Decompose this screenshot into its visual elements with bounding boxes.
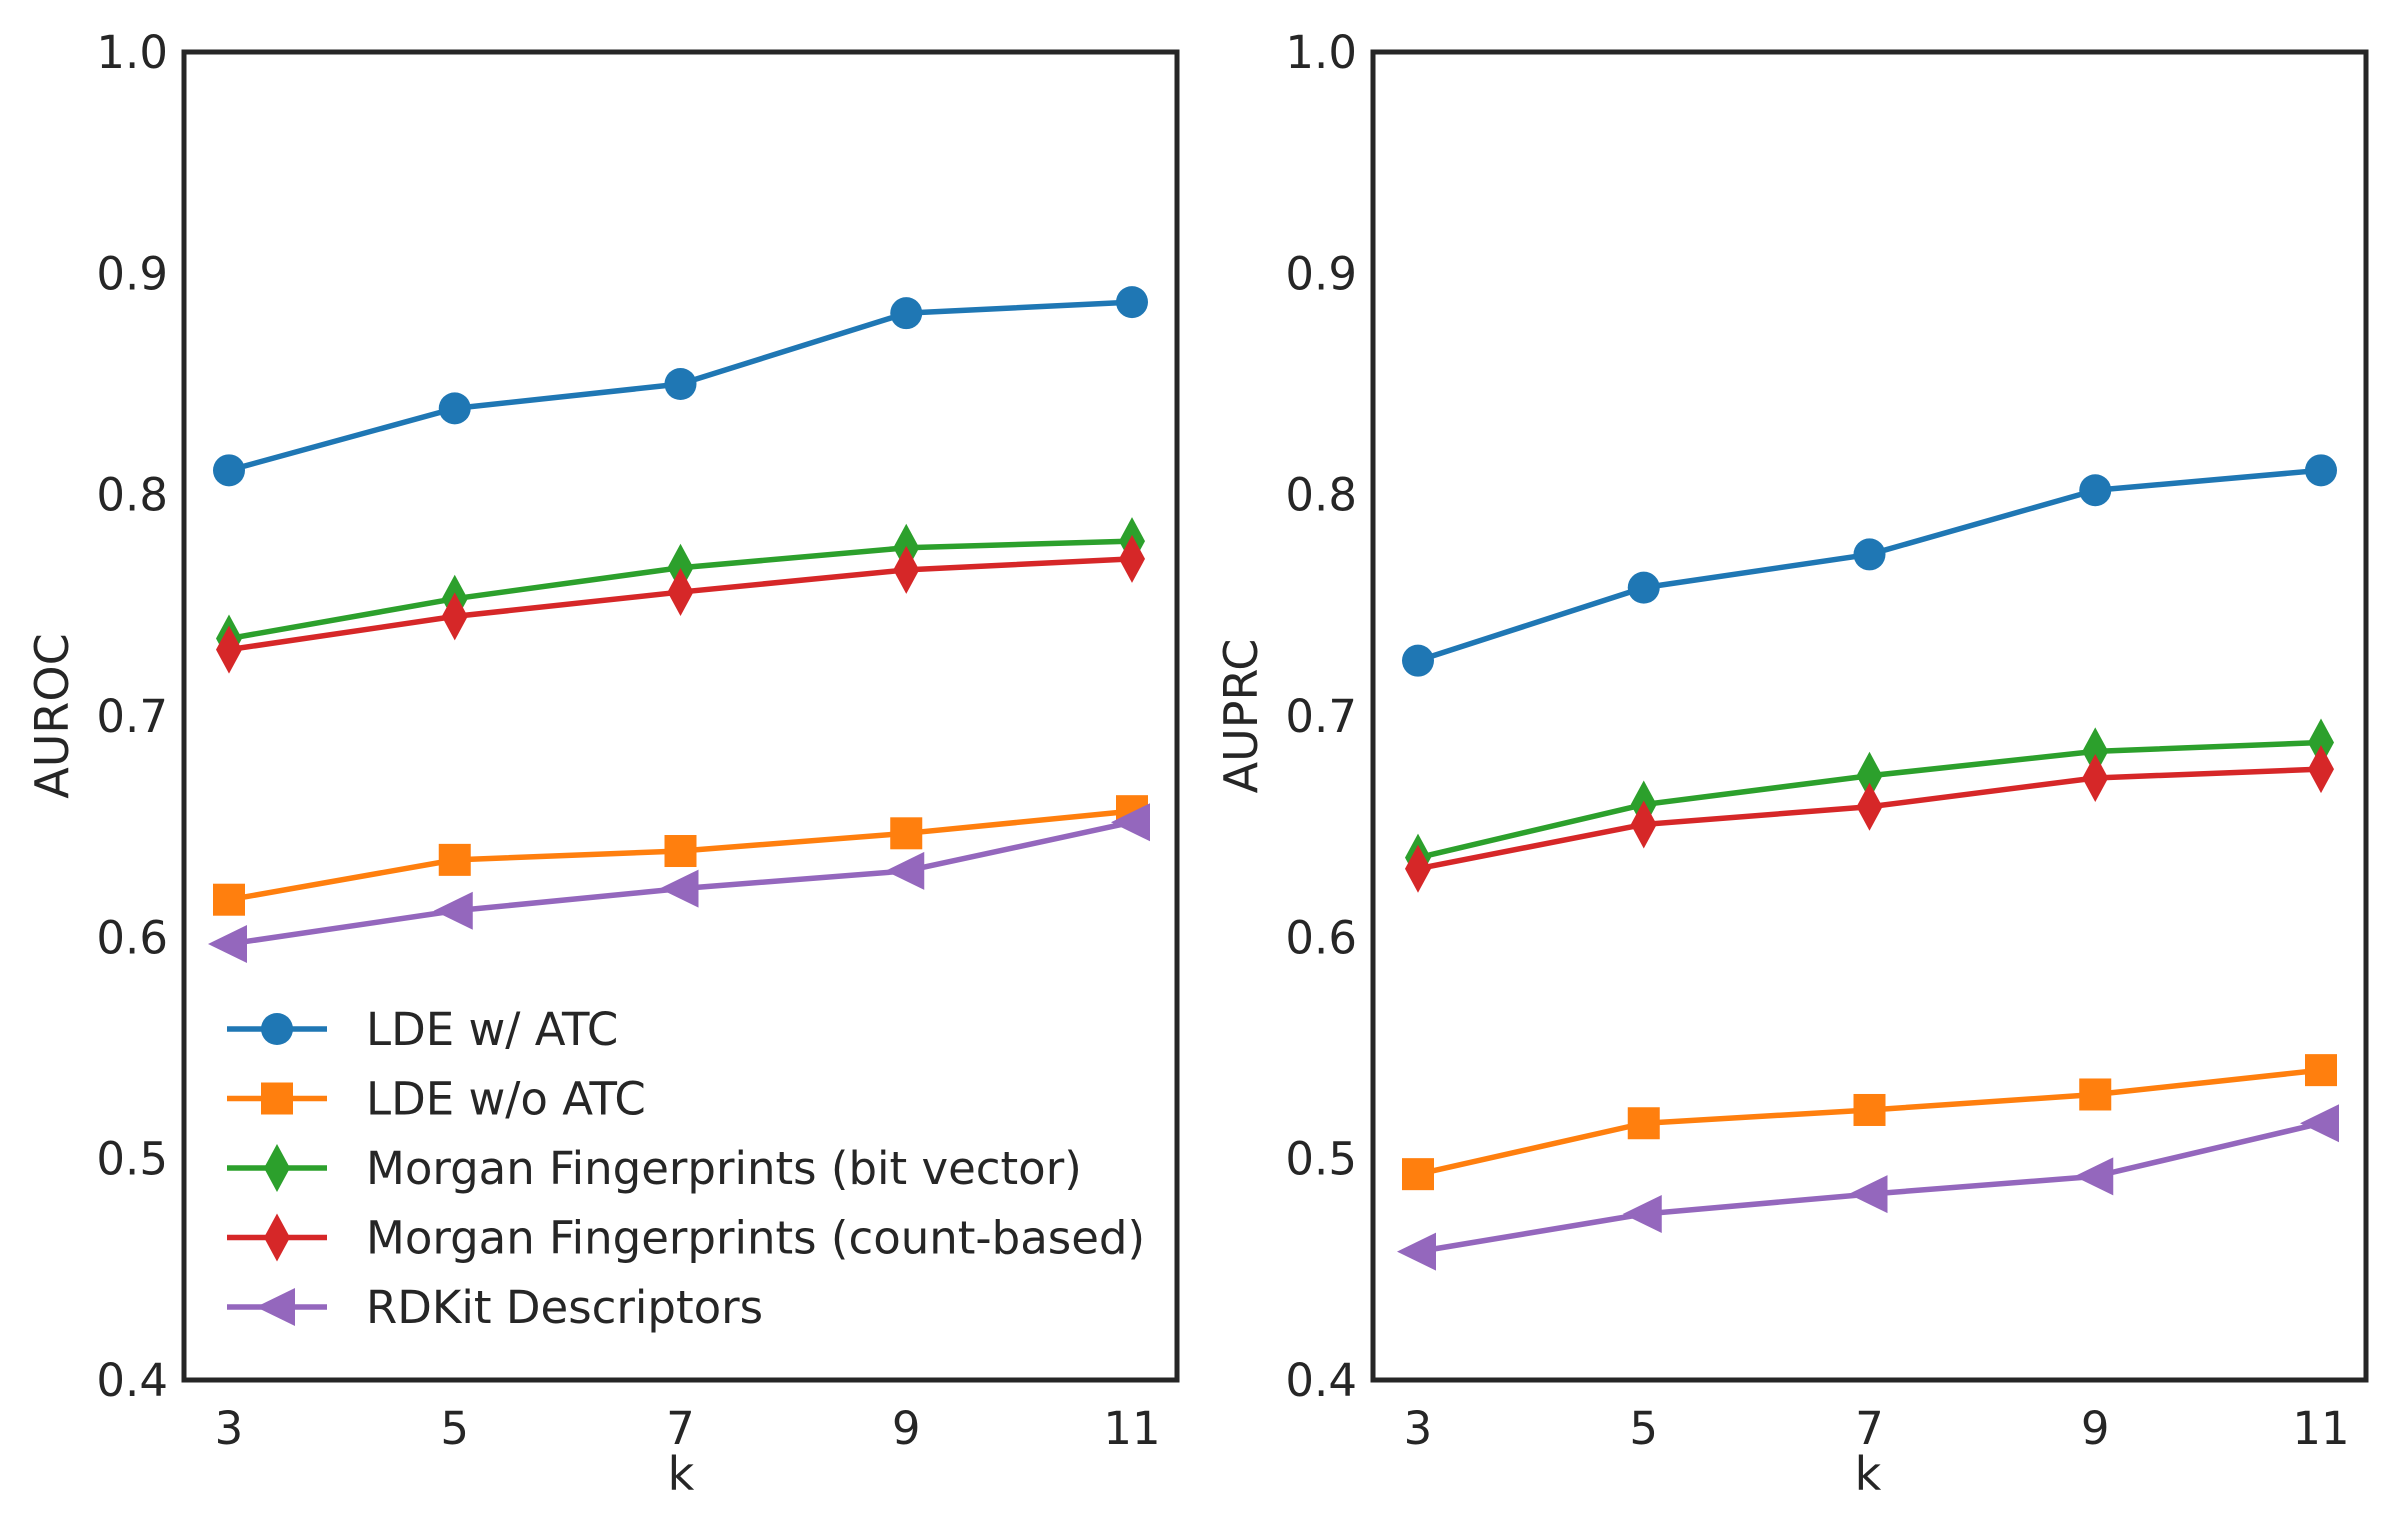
legend-marker-lde-w-o-atc [261,1082,293,1115]
legend-label-morgan-fingerprints-count-based: Morgan Fingerprints (count-based) [366,1212,1145,1265]
auprc-data-point-morgan-fingerprints-count-based [2082,753,2109,802]
auroc-data-point-lde-w-o-atc [664,835,697,868]
auroc-data-point-rdkit-descriptors [885,851,925,890]
auprc-x-axis-label: k [1855,1447,1882,1501]
auprc-data-point-morgan-fingerprints-count-based [2308,745,2334,794]
auroc-data-point-morgan-fingerprints-count-based [216,625,242,674]
legend-label-morgan-fingerprints-bit-vector: Morgan Fingerprints (bit vector) [366,1142,1082,1195]
auprc-data-point-rdkit-descriptors [2074,1157,2114,1196]
auprc-data-point-lde-w-atc [1853,538,1886,571]
auroc-x-tick-label: 3 [215,1402,244,1455]
auroc-plot-frame [181,49,1180,1383]
auroc-data-point-lde-w-atc [664,368,697,400]
auroc-y-tick-label: 1.0 [96,26,168,79]
legend-marker-morgan-fingerprints-bit-vector [264,1144,290,1192]
auprc-data-point-lde-w-atc [2079,474,2112,507]
auprc-data-point-lde-w-o-atc [1627,1107,1660,1140]
auprc-data-point-lde-w-o-atc [2305,1054,2337,1087]
auroc-x-tick-label: 7 [666,1402,695,1455]
auprc-x-tick-label: 11 [2292,1402,2349,1455]
legend-label-lde-w-atc: LDE w/ ATC [366,1003,618,1056]
auprc-data-point-morgan-fingerprints-count-based [1856,782,1883,831]
auprc-y-tick-label: 0.7 [1285,690,1357,743]
auroc-y-tick-label: 0.5 [96,1133,168,1186]
auprc-x-tick-label: 5 [1629,1402,1658,1455]
auprc-x-tick-label: 9 [2081,1402,2110,1455]
auprc-chart-panel: 0.4 0.5 0.6 0.7 0.8 0.9 1.0 3 5 7 9 11 k AUPRC [1214,26,2369,1501]
auprc-y-tick-label: 0.4 [1285,1354,1357,1407]
auprc-data-point-rdkit-descriptors [1622,1195,1662,1233]
auroc-legend: LDE w/ ATC LDE w/o ATC Morgan Fingerprints… [227,1003,1145,1334]
auprc-y-tick-label: 0.5 [1285,1133,1357,1186]
auroc-data-point-rdkit-descriptors [1111,803,1150,842]
auprc-y-tick-label: 0.9 [1285,247,1357,300]
auprc-data-point-rdkit-descriptors [2300,1104,2339,1143]
auroc-y-tick-label: 0.8 [96,469,168,522]
auroc-x-tick-label: 5 [440,1402,469,1455]
auroc-data-point-lde-w-atc [213,454,245,487]
auprc-data-point-morgan-fingerprints-count-based [1630,800,1657,849]
auprc-data-point-lde-w-o-atc [1402,1158,1434,1191]
auprc-x-tick-label: 3 [1404,1402,1433,1455]
auprc-y-axis-label: AUPRC [1214,639,1268,794]
auprc-data-point-lde-w-o-atc [2079,1078,2112,1111]
legend-marker-morgan-fingerprints-count-based [264,1213,290,1262]
auroc-data-point-rdkit-descriptors [208,924,247,963]
auprc-plot-frame [1370,49,2369,1383]
auprc-data-point-lde-w-o-atc [1853,1093,1886,1126]
auroc-data-point-morgan-fingerprints-count-based [667,568,694,617]
auroc-data-point-lde-w-o-atc [890,817,923,850]
legend-label-rdkit-descriptors: RDKit Descriptors [366,1281,763,1334]
auroc-data-point-morgan-fingerprints-count-based [893,545,920,594]
auprc-x-tick-label: 7 [1855,1402,1884,1455]
auroc-data-point-rdkit-descriptors [433,891,473,930]
auroc-data-point-lde-w-o-atc [213,883,245,916]
auroc-y-tick-label: 0.7 [96,690,168,743]
auprc-data-point-lde-w-atc [1402,644,1434,677]
auprc-data-point-rdkit-descriptors [1848,1175,1888,1214]
auprc-data-point-morgan-fingerprints-bit-vector [2082,727,2109,776]
auprc-data-point-lde-w-atc [2305,454,2337,487]
auprc-data-point-rdkit-descriptors [1397,1232,1436,1271]
auroc-x-tick-label: 11 [1103,1402,1160,1455]
auroc-x-axis-label: k [668,1447,695,1501]
auroc-y-tick-label: 0.9 [96,247,168,300]
auprc-plot-area: 0.4 0.5 0.6 0.7 0.8 0.9 1.0 3 5 7 9 11 [1285,26,2369,1455]
auroc-data-point-lde-w-atc [438,392,471,425]
auroc-data-point-lde-w-atc [1116,286,1148,319]
auprc-data-point-morgan-fingerprints-bit-vector [2308,718,2334,767]
auprc-y-tick-label: 1.0 [1285,26,1357,79]
auprc-data-point-lde-w-atc [1627,571,1660,604]
auroc-x-tick-label: 9 [892,1402,921,1455]
auroc-data-point-morgan-fingerprints-count-based [441,592,468,641]
auroc-data-point-lde-w-o-atc [438,843,471,876]
auroc-y-tick-label: 0.4 [96,1354,168,1407]
auroc-data-point-morgan-fingerprints-count-based [1119,534,1145,583]
auroc-y-tick-label: 0.6 [96,911,168,964]
auroc-data-point-rdkit-descriptors [659,869,699,908]
legend-label-lde-w-o-atc: LDE w/o ATC [366,1073,646,1126]
auroc-data-point-morgan-fingerprints-bit-vector [667,543,694,592]
auroc-y-axis-label: AUROC [25,633,79,798]
auprc-y-tick-label: 0.8 [1285,469,1357,522]
auprc-data-point-morgan-fingerprints-bit-vector [1856,751,1883,800]
auroc-data-point-lde-w-atc [890,297,923,330]
legend-marker-lde-w-atc [261,1013,293,1045]
legend-marker-rdkit-descriptors [256,1288,295,1326]
auprc-y-tick-label: 0.6 [1285,911,1357,964]
auprc-data-point-morgan-fingerprints-count-based [1405,844,1431,893]
